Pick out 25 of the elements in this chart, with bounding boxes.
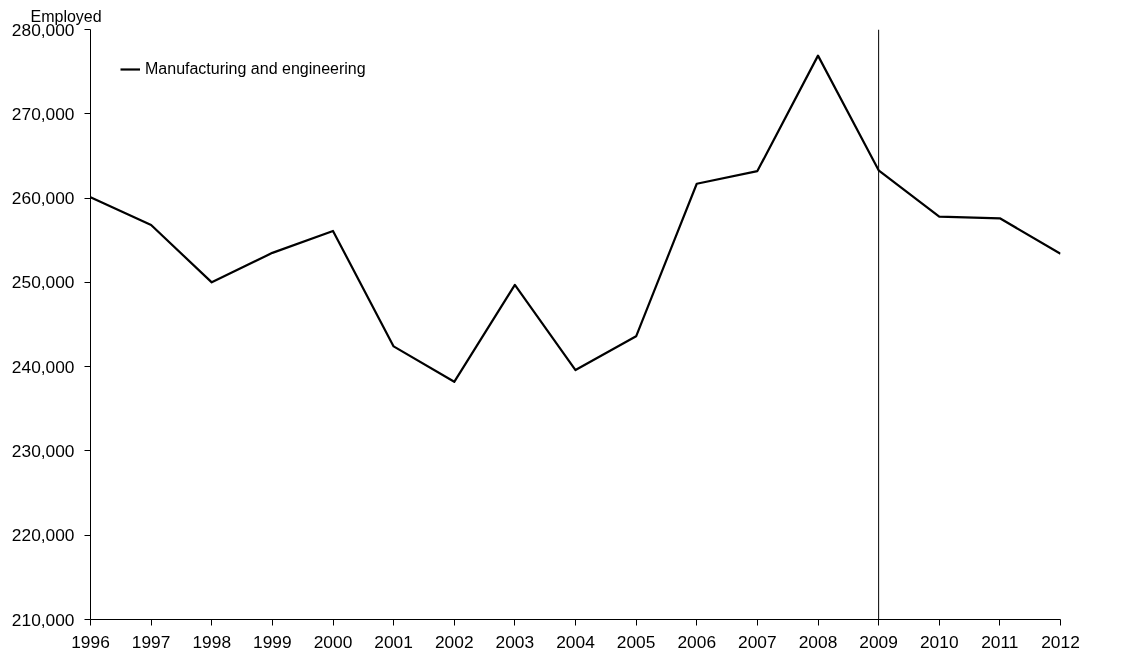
x-tick-label: 2005 <box>616 631 656 652</box>
x-tick-label: 2000 <box>313 631 353 652</box>
y-tick-label: 270,000 <box>11 103 75 124</box>
x-tick-label: 1996 <box>71 631 110 652</box>
x-tick-label: 1997 <box>131 631 171 652</box>
x-tick-label: 2002 <box>434 631 474 652</box>
y-tick-label: 210,000 <box>11 609 75 630</box>
x-tick-label: 2001 <box>374 631 413 652</box>
legend-label: Manufacturing and engineering <box>145 60 366 78</box>
y-tick-label: 250,000 <box>11 272 75 293</box>
y-tick-label: 260,000 <box>11 188 75 209</box>
x-tick-label: 1999 <box>253 631 292 652</box>
x-tick-label: 2010 <box>919 631 959 652</box>
x-tick-label: 2007 <box>738 631 777 652</box>
x-tick-label: 2008 <box>798 631 838 652</box>
y-tick-label: 240,000 <box>11 356 75 377</box>
x-tick-label: 2011 <box>981 631 1019 652</box>
x-tick-label: 2006 <box>677 631 717 652</box>
x-tick-label: 1998 <box>192 631 232 652</box>
y-tick-label: 220,000 <box>11 525 75 546</box>
x-tick-label: 2009 <box>859 631 898 652</box>
y-tick-label: 230,000 <box>11 440 75 461</box>
x-tick-label: 2012 <box>1041 631 1080 652</box>
x-tick-label: 2004 <box>556 631 596 652</box>
x-tick-label: 2003 <box>495 631 535 652</box>
